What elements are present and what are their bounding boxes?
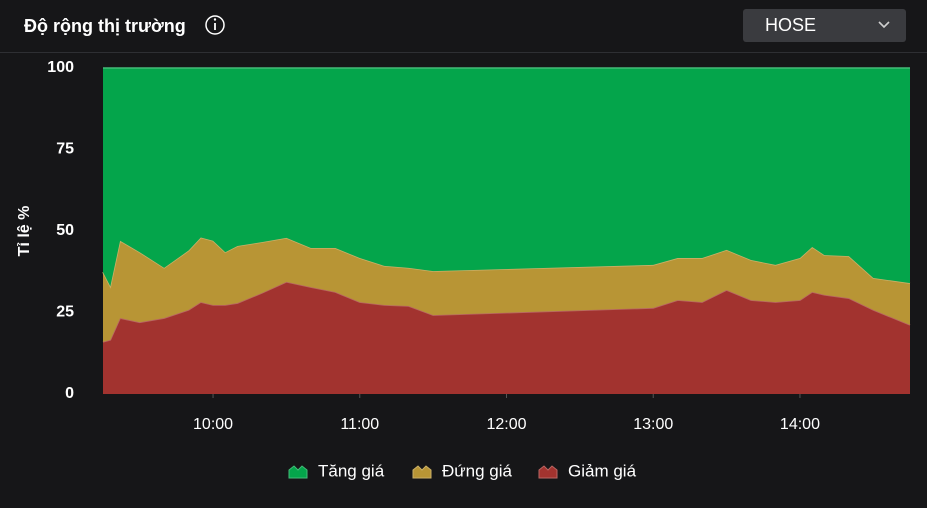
- area: [103, 68, 910, 287]
- legend-icon: [412, 465, 432, 479]
- y-tick-label: 50: [56, 222, 74, 239]
- dropdown-value: HOSE: [765, 15, 816, 35]
- y-tick-label: 100: [47, 59, 74, 76]
- y-tick-label: 0: [65, 385, 74, 402]
- legend-icon: [288, 465, 308, 479]
- y-tick-label: 75: [56, 141, 74, 158]
- x-tick-label: 13:00: [633, 416, 673, 433]
- y-axis-label: Tỉ lệ %: [16, 206, 33, 257]
- page-title: Độ rộng thị trường: [24, 16, 186, 36]
- y-tick-label: 25: [56, 304, 74, 321]
- x-tick-label: 14:00: [780, 416, 820, 433]
- area: [103, 281, 910, 394]
- x-tick-label: 11:00: [340, 416, 379, 433]
- legend-label: Đứng giá: [442, 461, 513, 480]
- area: [103, 237, 910, 342]
- legend-label: Giảm giá: [568, 461, 637, 480]
- info-icon[interactable]: [205, 15, 225, 35]
- exchange-dropdown[interactable]: HOSE: [743, 9, 906, 42]
- plot: 0 25 50 75 100 10:00 11:00 12:00 13:00 14:00 Tăng …: [47, 59, 911, 480]
- x-tick-label: 12:00: [486, 416, 526, 433]
- legend-icon: [538, 465, 558, 479]
- x-tick-label: 10:00: [193, 416, 233, 433]
- legend-label: Tăng giá: [318, 461, 385, 480]
